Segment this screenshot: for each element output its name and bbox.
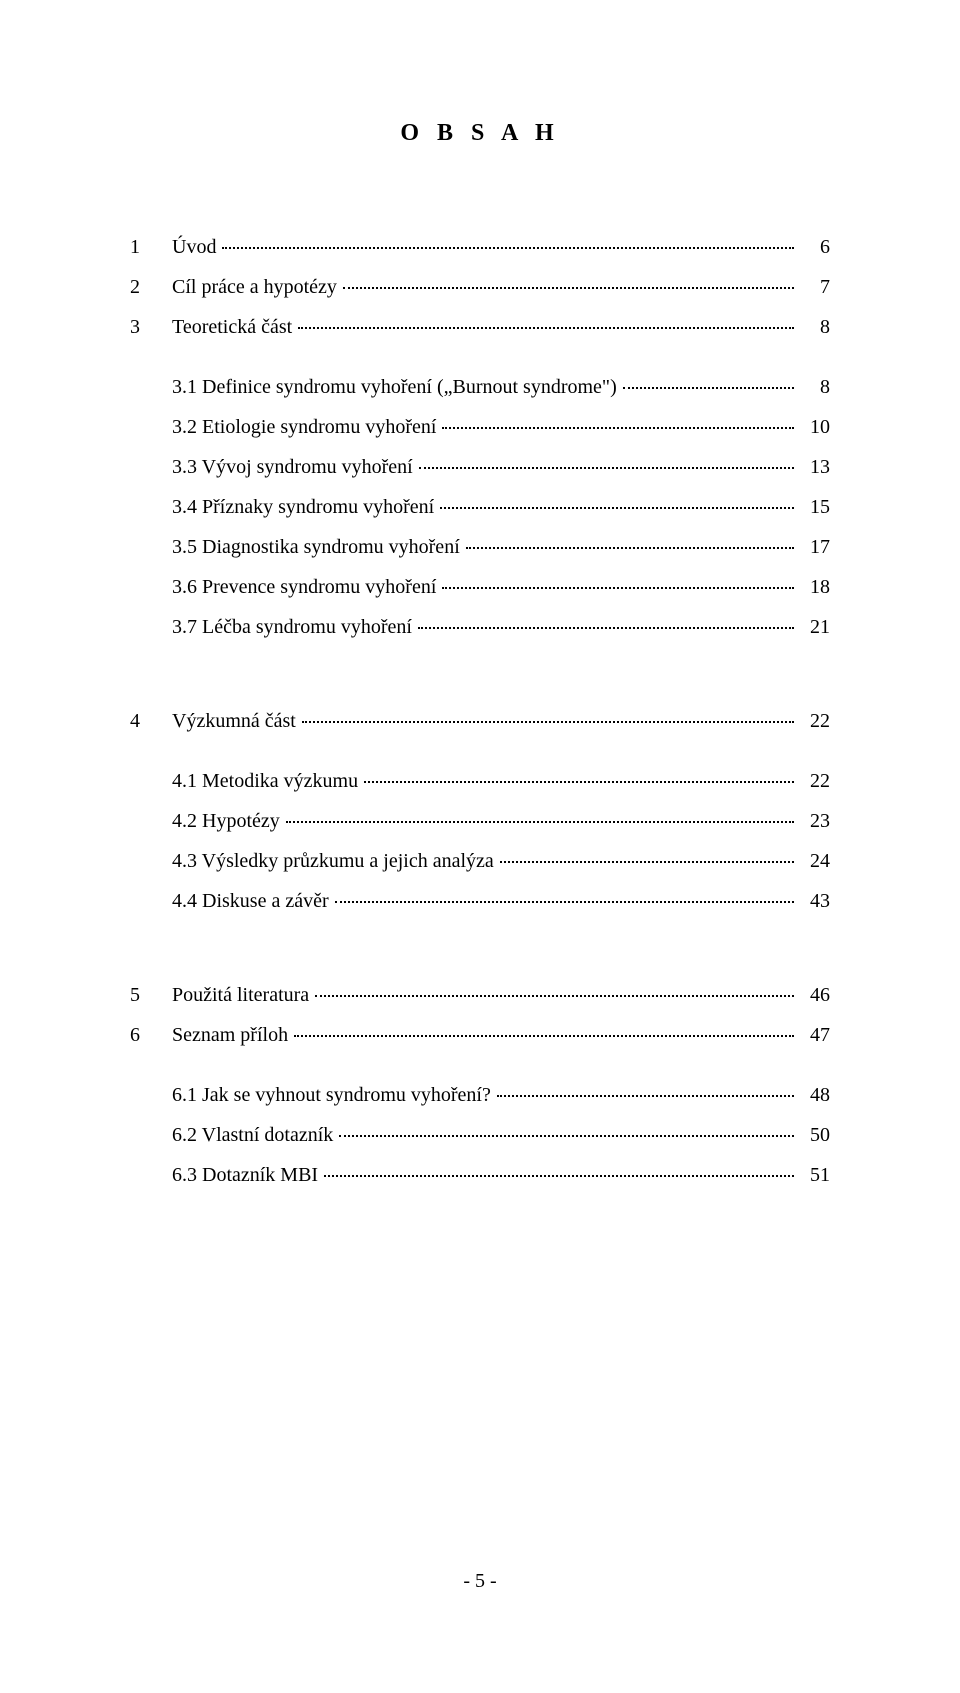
toc-leader xyxy=(500,861,794,863)
toc-subentry: 6.1 Jak se vyhnout syndromu vyhoření? 48 xyxy=(130,1085,830,1105)
toc-number: 4 xyxy=(130,711,172,731)
toc-leader xyxy=(343,287,794,289)
toc-subentry: 3.2 Etiologie syndromu vyhoření 10 xyxy=(130,417,830,437)
toc-page: 47 xyxy=(800,1025,830,1045)
toc-subentry: 4.1 Metodika výzkumu 22 xyxy=(130,771,830,791)
toc-subentry: 4.2 Hypotézy 23 xyxy=(130,811,830,831)
toc-number: 2 xyxy=(130,277,172,297)
toc-leader xyxy=(442,427,794,429)
toc-leader xyxy=(302,721,794,723)
toc-page: 51 xyxy=(800,1165,830,1185)
toc-leader xyxy=(419,467,794,469)
toc-page: 8 xyxy=(800,377,830,397)
toc-page: 48 xyxy=(800,1085,830,1105)
toc-page: 24 xyxy=(800,851,830,871)
toc-label: 4.3 Výsledky průzkumu a jejich analýza xyxy=(172,851,494,871)
toc-page: 7 xyxy=(800,277,830,297)
toc-leader xyxy=(286,821,794,823)
toc-leader xyxy=(324,1175,794,1177)
toc-number: 3 xyxy=(130,317,172,337)
toc-entry: 4 Výzkumná část 22 xyxy=(130,711,830,731)
toc-subentry: 3.6 Prevence syndromu vyhoření 18 xyxy=(130,577,830,597)
spacer xyxy=(130,357,830,377)
toc-label: Úvod xyxy=(172,237,216,257)
toc-leader xyxy=(466,547,794,549)
toc-label: Teoretická část xyxy=(172,317,292,337)
toc-subentry: 3.1 Definice syndromu vyhoření („Burnout… xyxy=(130,377,830,397)
toc-page: 46 xyxy=(800,985,830,1005)
toc-subentry: 3.4 Příznaky syndromu vyhoření 15 xyxy=(130,497,830,517)
toc-page: 15 xyxy=(800,497,830,517)
page-title: O B S A H xyxy=(130,120,830,147)
toc-entry: 1 Úvod 6 xyxy=(130,237,830,257)
toc-label: Cíl práce a hypotézy xyxy=(172,277,337,297)
spacer xyxy=(130,1065,830,1085)
toc-page: 13 xyxy=(800,457,830,477)
toc-number: 1 xyxy=(130,237,172,257)
toc-label: 3.2 Etiologie syndromu vyhoření xyxy=(172,417,436,437)
toc-page: 17 xyxy=(800,537,830,557)
toc-label: 6.2 Vlastní dotazník xyxy=(172,1125,333,1145)
toc-leader xyxy=(418,627,794,629)
toc-subentry: 6.2 Vlastní dotazník 50 xyxy=(130,1125,830,1145)
toc-label: Použitá literatura xyxy=(172,985,309,1005)
toc-label: 3.7 Léčba syndromu vyhoření xyxy=(172,617,412,637)
toc-page: 8 xyxy=(800,317,830,337)
toc-page: 6 xyxy=(800,237,830,257)
toc-label: 3.3 Vývoj syndromu vyhoření xyxy=(172,457,413,477)
toc-label: Seznam příloh xyxy=(172,1025,288,1045)
toc-label: 6.3 Dotazník MBI xyxy=(172,1165,318,1185)
toc-leader xyxy=(294,1035,794,1037)
spacer xyxy=(130,657,830,711)
toc-subentry: 3.7 Léčba syndromu vyhoření 21 xyxy=(130,617,830,637)
toc-label: 3.1 Definice syndromu vyhoření („Burnout… xyxy=(172,377,617,397)
spacer xyxy=(130,751,830,771)
toc-page: 23 xyxy=(800,811,830,831)
toc-label: 6.1 Jak se vyhnout syndromu vyhoření? xyxy=(172,1085,491,1105)
toc-entry: 2 Cíl práce a hypotézy 7 xyxy=(130,277,830,297)
toc-entry: 5 Použitá literatura 46 xyxy=(130,985,830,1005)
toc-subentry: 6.3 Dotazník MBI 51 xyxy=(130,1165,830,1185)
toc-leader xyxy=(298,327,794,329)
toc-number: 5 xyxy=(130,985,172,1005)
toc-page: 10 xyxy=(800,417,830,437)
toc-leader xyxy=(623,387,794,389)
toc-leader xyxy=(222,247,794,249)
toc-page: 50 xyxy=(800,1125,830,1145)
toc-page: 21 xyxy=(800,617,830,637)
toc-label: 3.6 Prevence syndromu vyhoření xyxy=(172,577,436,597)
toc-label: 4.2 Hypotézy xyxy=(172,811,280,831)
toc-number: 6 xyxy=(130,1025,172,1045)
page-number: - 5 - xyxy=(0,1570,960,1593)
toc-entry: 3 Teoretická část 8 xyxy=(130,317,830,337)
spacer xyxy=(130,931,830,985)
toc-label: 4.1 Metodika výzkumu xyxy=(172,771,358,791)
toc-subentry: 3.3 Vývoj syndromu vyhoření 13 xyxy=(130,457,830,477)
toc-page: 18 xyxy=(800,577,830,597)
toc-leader xyxy=(364,781,794,783)
toc-leader xyxy=(335,901,794,903)
toc-label: 3.5 Diagnostika syndromu vyhoření xyxy=(172,537,460,557)
page: O B S A H 1 Úvod 6 2 Cíl práce a hypotéz… xyxy=(0,0,960,1693)
toc-subentry: 4.4 Diskuse a závěr 43 xyxy=(130,891,830,911)
toc-page: 22 xyxy=(800,711,830,731)
toc-page: 43 xyxy=(800,891,830,911)
toc-label: 3.4 Příznaky syndromu vyhoření xyxy=(172,497,434,517)
toc-leader xyxy=(497,1095,794,1097)
toc-label: Výzkumná část xyxy=(172,711,296,731)
toc-leader xyxy=(440,507,794,509)
toc-subentry: 4.3 Výsledky průzkumu a jejich analýza 2… xyxy=(130,851,830,871)
toc-label: 4.4 Diskuse a závěr xyxy=(172,891,329,911)
toc-leader xyxy=(339,1135,794,1137)
toc-entry: 6 Seznam příloh 47 xyxy=(130,1025,830,1045)
toc-leader xyxy=(442,587,794,589)
toc-page: 22 xyxy=(800,771,830,791)
toc-leader xyxy=(315,995,794,997)
toc-subentry: 3.5 Diagnostika syndromu vyhoření 17 xyxy=(130,537,830,557)
